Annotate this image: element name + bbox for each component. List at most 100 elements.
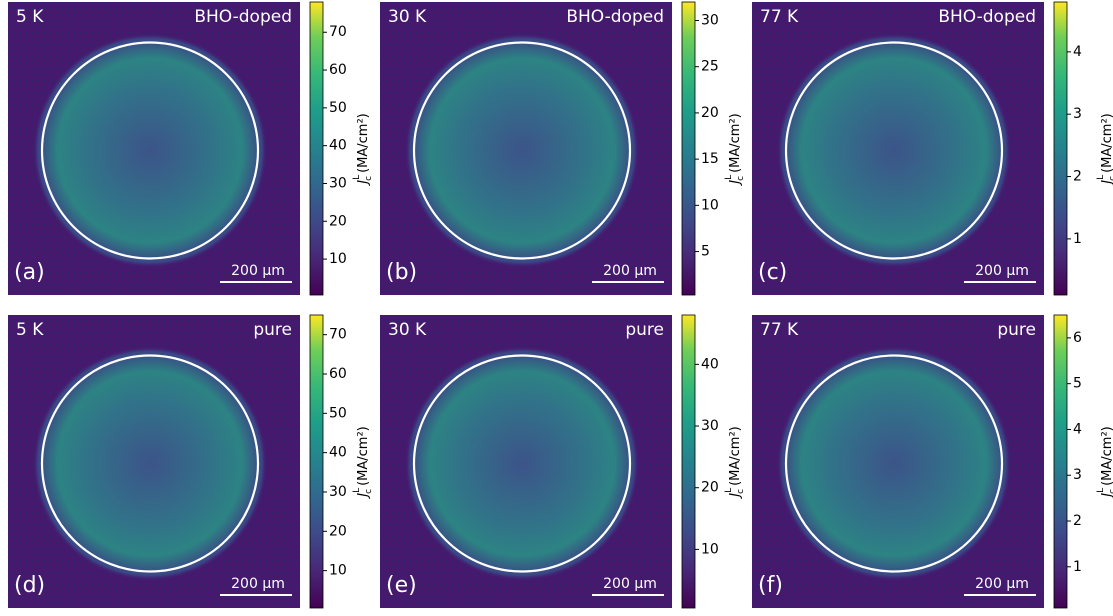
- colorbar-tick-label: 1: [1073, 559, 1082, 575]
- sample-label: pure: [253, 320, 292, 340]
- sample-disk: [404, 33, 640, 269]
- colorbar-tick-label: 20: [329, 523, 347, 539]
- colorbar-tick-label: 50: [329, 405, 347, 421]
- scale-bar-label: 200 µm: [975, 263, 1029, 279]
- colorbar-tick-label: 70: [329, 327, 347, 343]
- scale-bar-label: 200 µm: [603, 576, 657, 592]
- colorbar-label-unit: (MA/cm²): [356, 113, 371, 173]
- panel-label: (f): [758, 573, 783, 598]
- colorbar-tick-label: 4: [1073, 421, 1082, 437]
- colorbar-tick-label: 4: [1073, 44, 1082, 60]
- colorbar-label-unit: (MA/cm²): [728, 426, 743, 486]
- colorbar-tick-label: 3: [1073, 467, 1082, 483]
- colorbar-label-sup: L: [352, 175, 362, 180]
- colorbar-tick-label: 5: [1073, 376, 1082, 392]
- temperature-label: 77 K: [760, 320, 799, 340]
- colorbar-label-sub: c: [1108, 489, 1113, 494]
- temperature-label: 30 K: [388, 7, 427, 27]
- colorbar-label-sub: c: [364, 176, 374, 181]
- colorbar-tick-label: 40: [701, 356, 719, 372]
- colorbar: [1054, 2, 1067, 295]
- sample-disk: [776, 346, 1012, 582]
- colorbar-tick-label: 10: [329, 563, 347, 579]
- colorbar: [682, 315, 695, 608]
- colorbar-tick-label: 1: [1073, 231, 1082, 247]
- scale-bar-label: 200 µm: [231, 263, 285, 279]
- colorbar-tick-label: 6: [1073, 330, 1082, 346]
- colorbar-tick-label: 10: [701, 541, 719, 557]
- colorbar: [310, 2, 323, 295]
- colorbar-tick-label: 30: [701, 12, 719, 28]
- sample-disk: [32, 346, 268, 582]
- panel-label: (a): [14, 260, 45, 285]
- colorbar-tick-label: 15: [701, 151, 719, 167]
- temperature-label: 30 K: [388, 320, 427, 340]
- colorbar-label-sup: L: [724, 488, 734, 493]
- colorbar-tick-label: 70: [329, 24, 347, 40]
- colorbar-label-sup: L: [1096, 175, 1106, 180]
- scale-bar-label: 200 µm: [603, 263, 657, 279]
- colorbar-label-sub: c: [736, 176, 746, 181]
- colorbar-label-sub: c: [364, 489, 374, 494]
- colorbar: [1054, 315, 1067, 608]
- panel-label: (b): [386, 260, 417, 285]
- colorbar-label-sup: L: [1096, 488, 1106, 493]
- sample-disk: [404, 346, 640, 582]
- colorbar: [310, 315, 323, 608]
- colorbar-tick-label: 25: [701, 59, 719, 75]
- colorbar-tick-label: 40: [329, 445, 347, 461]
- sample-label: BHO-doped: [194, 7, 292, 27]
- scale-bar-label: 200 µm: [975, 576, 1029, 592]
- sample-label: pure: [997, 320, 1036, 340]
- panel-label: (c): [758, 260, 787, 285]
- colorbar-tick-label: 40: [329, 138, 347, 154]
- colorbar-tick-label: 20: [701, 105, 719, 121]
- colorbar-label-unit: (MA/cm²): [1100, 113, 1113, 173]
- colorbar-label: JLc(MA/cm²): [1096, 113, 1113, 186]
- colorbar-tick-label: 60: [329, 366, 347, 382]
- colorbar-tick-label: 30: [329, 484, 347, 500]
- colorbar-tick-label: 20: [701, 480, 719, 496]
- colorbar-tick-label: 30: [701, 418, 719, 434]
- colorbar-label-sup: L: [724, 175, 734, 180]
- scale-bar-label: 200 µm: [231, 576, 285, 592]
- colorbar-tick-label: 10: [329, 251, 347, 267]
- colorbar-label: JLc(MA/cm²): [1096, 426, 1113, 499]
- panel-label: (e): [386, 573, 417, 598]
- colorbar-tick-label: 30: [329, 175, 347, 191]
- colorbar: [682, 2, 695, 295]
- sample-disk: [776, 33, 1012, 269]
- colorbar-tick-label: 2: [1073, 169, 1082, 185]
- temperature-label: 5 K: [16, 7, 44, 27]
- sample-disk: [32, 33, 268, 269]
- temperature-label: 77 K: [760, 7, 799, 27]
- sample-label: BHO-doped: [566, 7, 664, 27]
- sample-label: BHO-doped: [938, 7, 1036, 27]
- colorbar-tick-label: 2: [1073, 513, 1082, 529]
- colorbar-label-sup: L: [352, 488, 362, 493]
- colorbar-label-unit: (MA/cm²): [356, 426, 371, 486]
- colorbar-label-unit: (MA/cm²): [1100, 426, 1113, 486]
- colorbar-label-sub: c: [736, 489, 746, 494]
- temperature-label: 5 K: [16, 320, 44, 340]
- sample-label: pure: [625, 320, 664, 340]
- colorbar-tick-label: 5: [701, 244, 710, 260]
- colorbar-tick-label: 3: [1073, 106, 1082, 122]
- panel-label: (d): [14, 573, 45, 598]
- colorbar-label-unit: (MA/cm²): [728, 113, 743, 173]
- colorbar-tick-label: 20: [329, 213, 347, 229]
- colorbar-tick-label: 50: [329, 100, 347, 116]
- colorbar-tick-label: 10: [701, 197, 719, 213]
- colorbar-label-sub: c: [1108, 176, 1113, 181]
- colorbar-tick-label: 60: [329, 62, 347, 78]
